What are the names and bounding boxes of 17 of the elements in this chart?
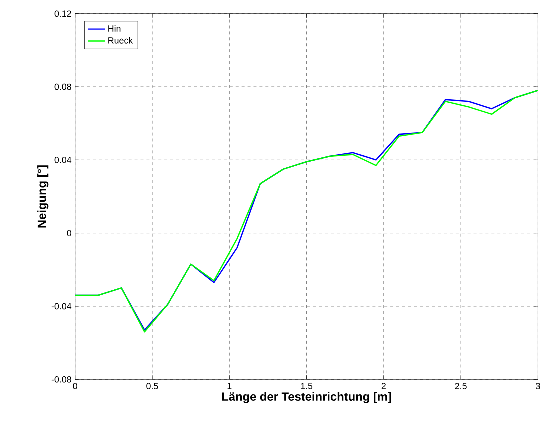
x-axis-title: Länge der Testeinrichtung [m] xyxy=(222,392,392,404)
x-tick-label: 0 xyxy=(73,383,78,390)
x-tick-label: 0.5 xyxy=(146,383,158,390)
x-tick-label: 1 xyxy=(228,383,232,390)
x-tick-label: 3 xyxy=(536,383,540,390)
y-tick-label: 0.12 xyxy=(54,10,72,17)
y-axis-title: Neigung [°] xyxy=(38,166,49,228)
legend-label: Hin xyxy=(108,25,121,32)
y-tick-label: 0 xyxy=(67,230,72,236)
y-tick-label: -0.04 xyxy=(52,303,72,310)
y-tick-label: 0.04 xyxy=(54,156,72,164)
legend-label: Rueck xyxy=(108,37,134,44)
y-tick-label: 0.08 xyxy=(54,84,72,90)
y-tick-label: -0.08 xyxy=(52,376,72,383)
x-tick-label: 1.5 xyxy=(301,383,313,390)
x-tick-label: 2 xyxy=(382,383,386,390)
x-tick-label: 2.5 xyxy=(455,383,467,390)
